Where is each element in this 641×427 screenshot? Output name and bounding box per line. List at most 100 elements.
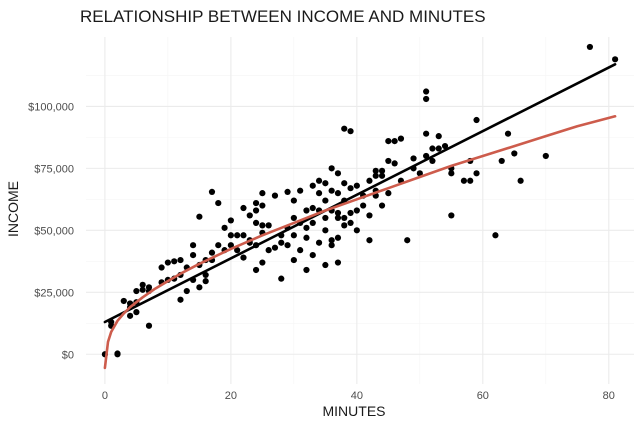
data-point: [290, 214, 297, 222]
fit-lines: [103, 63, 617, 370]
data-point: [404, 237, 411, 244]
data-point: [259, 202, 266, 209]
x-tick-label: 60: [477, 390, 489, 402]
data-point: [612, 56, 619, 63]
data-point: [322, 261, 329, 269]
data-point: [177, 256, 184, 264]
data-point: [202, 278, 209, 285]
data-point: [315, 177, 323, 184]
data-point: [341, 125, 348, 132]
data-point: [303, 234, 310, 241]
data-point: [240, 204, 247, 212]
log-fit-curve: [103, 115, 617, 370]
data-point: [278, 239, 285, 246]
data-point: [215, 199, 222, 207]
data-point: [315, 239, 323, 246]
data-point: [378, 167, 386, 174]
data-point: [322, 180, 329, 187]
data-point: [441, 142, 449, 150]
data-point: [120, 297, 127, 305]
data-point: [183, 287, 190, 295]
data-point: [284, 242, 291, 249]
data-point: [315, 190, 323, 197]
data-point: [511, 150, 518, 157]
data-point: [252, 266, 260, 274]
data-point: [202, 271, 209, 279]
data-point: [378, 172, 386, 179]
data-point: [265, 222, 272, 229]
x-tick-label: 80: [603, 390, 615, 402]
data-point: [252, 207, 260, 214]
data-point: [297, 187, 304, 194]
x-tick-labels: 0 20 40 60 80: [102, 390, 615, 402]
data-point: [309, 182, 316, 189]
data-point: [196, 284, 203, 291]
data-point: [347, 219, 354, 226]
data-point: [473, 116, 480, 124]
data-point: [252, 199, 260, 207]
data-point: [504, 130, 512, 137]
data-point: [322, 214, 329, 222]
data-point: [435, 133, 442, 140]
data-point: [240, 232, 247, 239]
data-point: [378, 202, 386, 209]
data-point: [366, 212, 373, 219]
data-point: [271, 192, 279, 199]
data-point: [334, 259, 342, 266]
y-tick-label: $50,000: [34, 225, 74, 237]
data-point: [171, 258, 178, 265]
data-point: [353, 207, 360, 214]
data-point: [265, 247, 272, 254]
data-point: [391, 160, 398, 167]
data-point: [290, 232, 297, 239]
data-point: [328, 242, 335, 249]
data-point: [498, 157, 505, 165]
data-point: [341, 222, 348, 229]
data-points: [101, 43, 619, 358]
data-point: [366, 177, 373, 184]
data-point: [208, 188, 216, 196]
data-point: [328, 237, 335, 244]
data-point: [448, 170, 455, 177]
data-point: [297, 247, 304, 254]
data-point: [542, 152, 549, 160]
data-point: [227, 242, 234, 249]
data-point: [189, 252, 197, 259]
data-point: [586, 43, 594, 51]
data-point: [391, 138, 398, 145]
data-point: [234, 247, 241, 254]
data-point: [353, 227, 360, 234]
data-point: [234, 232, 241, 239]
data-point: [177, 296, 184, 303]
data-point: [126, 312, 134, 319]
chart-title: RELATIONSHIP BETWEEN INCOME AND MINUTES: [80, 7, 486, 26]
data-point: [341, 214, 348, 222]
x-tick-label: 40: [351, 390, 363, 402]
data-point: [290, 197, 297, 204]
x-tick-label: 0: [102, 390, 108, 402]
grid-minor: [86, 37, 634, 384]
y-tick-labels: $0 $25,000 $50,000 $75,000 $100,000: [28, 101, 74, 361]
data-point: [158, 264, 165, 271]
data-point: [467, 177, 474, 184]
data-point: [334, 214, 342, 222]
data-point: [227, 217, 234, 224]
x-axis-title: MINUTES: [323, 403, 386, 419]
y-tick-label: $100,000: [28, 101, 74, 113]
data-point: [334, 170, 342, 177]
data-point: [435, 145, 442, 152]
data-point: [397, 135, 405, 142]
data-point: [448, 212, 455, 219]
data-point: [517, 177, 524, 184]
y-tick-label: $75,000: [34, 163, 74, 175]
data-point: [133, 287, 140, 295]
data-point: [423, 88, 430, 95]
data-point: [372, 167, 379, 174]
data-point: [492, 232, 499, 239]
data-point: [460, 177, 468, 184]
linear-fit-line: [103, 63, 617, 324]
data-point: [416, 170, 423, 177]
data-point: [334, 234, 342, 241]
data-point: [139, 281, 146, 288]
